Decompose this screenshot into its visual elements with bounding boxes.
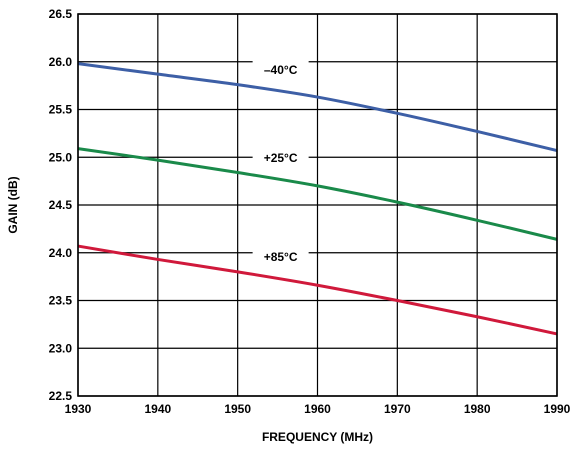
x-tick-label: 1960 <box>304 402 331 416</box>
series-label: +85°C <box>264 250 298 264</box>
y-tick-label: 25.0 <box>49 150 73 164</box>
series-line <box>77 62 558 153</box>
x-tick-label: 1990 <box>544 402 571 416</box>
y-tick-label: 23.5 <box>49 294 73 308</box>
x-tick-label: 1970 <box>384 402 411 416</box>
x-tick-label: 1950 <box>224 402 251 416</box>
y-axis-title: GAIN (dB) <box>6 176 20 233</box>
series-label-background <box>252 247 309 266</box>
series-label-background <box>252 147 309 166</box>
series-label: –40°C <box>264 63 298 77</box>
x-tick-label: 1940 <box>144 402 171 416</box>
series-line <box>77 244 558 336</box>
x-tick-label: 1930 <box>65 402 92 416</box>
series-line <box>77 147 558 241</box>
y-tick-label: 22.5 <box>49 389 73 403</box>
x-axis-title: FREQUENCY (MHz) <box>262 430 373 444</box>
series-label: +25°C <box>264 151 298 165</box>
y-tick-label: 26.5 <box>49 7 73 21</box>
series-lines <box>77 62 558 336</box>
plot-frame <box>77 13 558 397</box>
y-tick-label: 24.0 <box>49 246 73 260</box>
tick-labels: 1930 1940 1950 1960 1970 1980 1990 22.5 23.0 23.5… <box>49 7 571 416</box>
grid <box>77 13 558 397</box>
y-tick-label: 25.5 <box>49 103 73 117</box>
y-tick-label: 26.0 <box>49 55 73 69</box>
y-tick-label: 23.0 <box>49 341 73 355</box>
series-labels: –40°C +25°C +85°C <box>252 59 309 266</box>
series-label-background <box>252 59 309 78</box>
y-tick-label: 24.5 <box>49 198 73 212</box>
x-tick-label: 1980 <box>464 402 491 416</box>
